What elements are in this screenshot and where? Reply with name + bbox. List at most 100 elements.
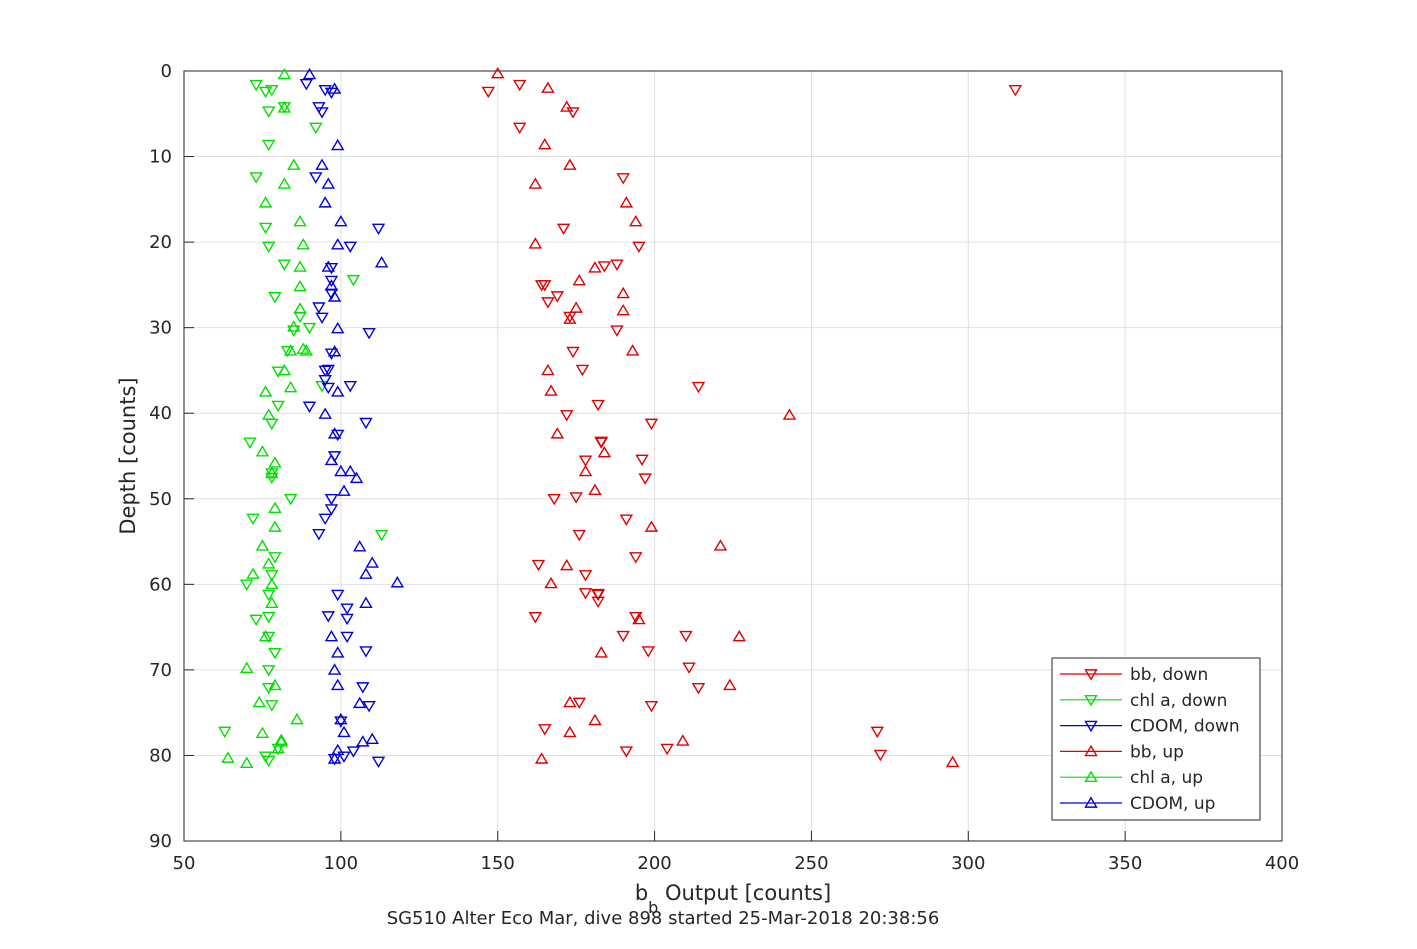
data-point [591, 596, 605, 609]
x-tick-label: 50 [173, 853, 196, 874]
data-point [563, 158, 577, 170]
legend-label: bb, up [1130, 742, 1184, 762]
data-point [597, 445, 612, 458]
data-point [588, 713, 602, 726]
y-tick-label: 60 [149, 574, 172, 595]
data-point [578, 455, 593, 467]
data-point [660, 743, 674, 756]
data-point [312, 529, 326, 541]
data-point [258, 222, 273, 235]
data-point [330, 646, 345, 658]
legend-label: CDOM, down [1130, 717, 1240, 737]
data-point [873, 749, 888, 762]
data-point [261, 106, 276, 118]
data-point [258, 385, 273, 397]
data-point [293, 214, 307, 227]
data-point [268, 456, 282, 468]
data-point [346, 274, 361, 287]
data-point [629, 214, 643, 227]
data-point [327, 663, 342, 675]
data-point [352, 696, 367, 709]
series-markers [221, 67, 314, 768]
data-point [321, 364, 336, 377]
data-point [566, 346, 580, 359]
legend-label: CDOM, up [1130, 794, 1215, 814]
legend-marker [1084, 796, 1098, 808]
data-point [572, 529, 587, 542]
data-point [550, 291, 565, 303]
series-markers [302, 67, 405, 764]
data-point [277, 259, 292, 271]
grid [184, 71, 1282, 841]
x-tick-label: 200 [637, 853, 671, 874]
data-point [610, 259, 624, 271]
data-point [340, 603, 354, 615]
data-point [324, 629, 339, 642]
data-point [324, 453, 339, 466]
data-point [371, 223, 386, 236]
data-point [246, 513, 260, 526]
data-point [538, 137, 552, 150]
data-point [277, 101, 292, 113]
x-axis-label-main: b [635, 881, 648, 905]
data-point [287, 320, 301, 332]
data-point [713, 539, 728, 551]
data-point [635, 454, 649, 467]
data-point [560, 100, 574, 112]
data-point [290, 712, 304, 725]
data-point [544, 384, 558, 396]
x-tick-label: 300 [951, 853, 985, 874]
data-point [268, 292, 282, 304]
data-point [265, 472, 279, 484]
data-point [371, 756, 386, 769]
data-point [293, 279, 307, 292]
data-point [265, 570, 279, 582]
figure-caption: SG510 Alter Eco Mar, dive 898 started 25… [387, 908, 940, 929]
y-tick-label: 70 [149, 660, 172, 681]
data-point [343, 464, 357, 477]
data-point [293, 302, 307, 314]
data-point [293, 260, 307, 272]
series-markers [490, 66, 960, 768]
legend-marker [1084, 770, 1098, 783]
data-point [309, 122, 323, 135]
data-markers [218, 66, 1023, 769]
y-tick-label: 0 [161, 61, 172, 82]
data-point [258, 629, 273, 642]
data-point [538, 724, 552, 736]
y-tick-label: 20 [149, 232, 172, 253]
data-point [255, 539, 270, 551]
data-point [277, 67, 292, 80]
data-point [327, 345, 342, 357]
data-point [723, 678, 737, 691]
data-point [330, 385, 345, 397]
data-point [490, 66, 505, 79]
data-point [578, 570, 593, 582]
data-point [318, 365, 332, 378]
data-point [218, 726, 232, 739]
data-point [271, 741, 285, 754]
data-point [591, 399, 605, 412]
data-point [321, 177, 336, 189]
data-point [337, 725, 351, 738]
data-point [296, 238, 310, 250]
data-point [255, 726, 270, 739]
data-point [240, 579, 254, 591]
data-point [1008, 84, 1023, 97]
data-point [318, 196, 332, 208]
data-point [221, 751, 235, 763]
data-point [481, 86, 496, 99]
data-point [318, 407, 332, 419]
data-point [337, 751, 351, 763]
data-point [330, 238, 345, 250]
data-point [569, 301, 583, 313]
data-point [340, 613, 354, 626]
data-point [330, 589, 345, 602]
data-point [632, 241, 646, 253]
data-point [324, 504, 339, 516]
data-point [616, 173, 630, 185]
data-point [512, 122, 527, 135]
legend: bb, down chl a, down CDOM, down bb, up chl a… [1051, 657, 1261, 821]
